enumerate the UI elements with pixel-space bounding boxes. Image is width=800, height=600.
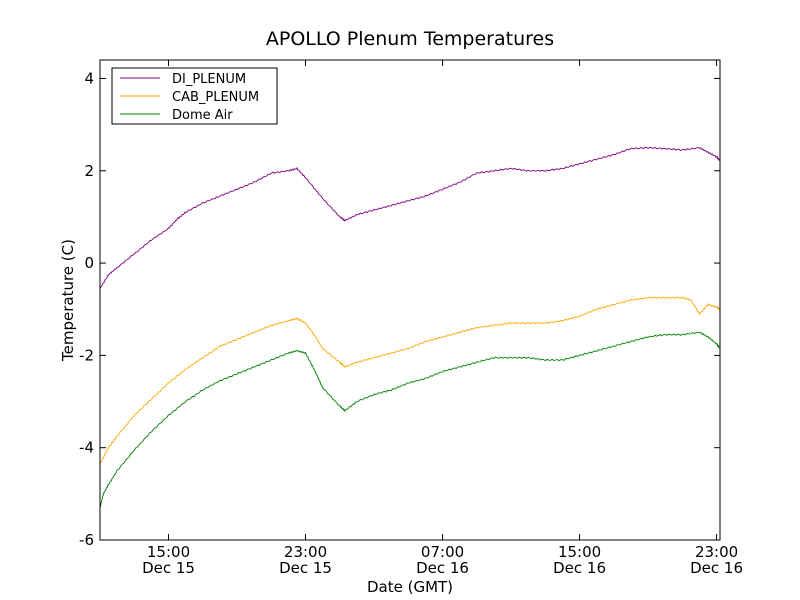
series-lines <box>99 146 721 508</box>
y-tick-label: -2 <box>79 346 94 364</box>
x-tick-label-time: 15:00 <box>147 543 190 561</box>
legend: DI_PLENUM CAB_PLENUM Dome Air <box>111 67 278 125</box>
legend-label-di-plenum: DI_PLENUM <box>172 72 246 87</box>
x-tick-label-date: Dec 15 <box>142 559 195 577</box>
y-tick-label: 0 <box>84 254 94 272</box>
legend-label-cab-plenum: CAB_PLENUM <box>172 90 259 105</box>
x-tick-label-time: 23:00 <box>695 543 738 561</box>
legend-entries: DI_PLENUM CAB_PLENUM Dome Air <box>120 72 259 123</box>
y-tick-label: -4 <box>79 439 94 457</box>
x-tick-label-time: 07:00 <box>421 543 464 561</box>
legend-label-dome-air: Dome Air <box>172 108 233 123</box>
y-tick-label: 2 <box>84 162 94 180</box>
x-axis-label: Date (GMT) <box>367 578 453 596</box>
x-tick-label-time: 23:00 <box>284 543 327 561</box>
x-tick-label-date: Dec 16 <box>690 559 743 577</box>
y-tick-label: -6 <box>79 531 94 549</box>
y-axis-label: Temperature (C) <box>59 239 77 362</box>
chart-title: APOLLO Plenum Temperatures <box>266 28 554 50</box>
plot-frame <box>99 59 721 541</box>
x-tick-label-time: 15:00 <box>558 543 601 561</box>
x-tick-label-date: Dec 16 <box>553 559 606 577</box>
x-tick-label-date: Dec 16 <box>416 559 469 577</box>
y-axis-ticks: 4 2 0 -2 -4 -6 <box>79 69 720 549</box>
series-line-dome-air <box>99 331 721 508</box>
y-tick-label: 4 <box>84 69 94 87</box>
x-tick-label-date: Dec 15 <box>279 559 332 577</box>
series-line-cab-plenum <box>99 296 721 464</box>
series-line-di-plenum <box>99 146 721 289</box>
